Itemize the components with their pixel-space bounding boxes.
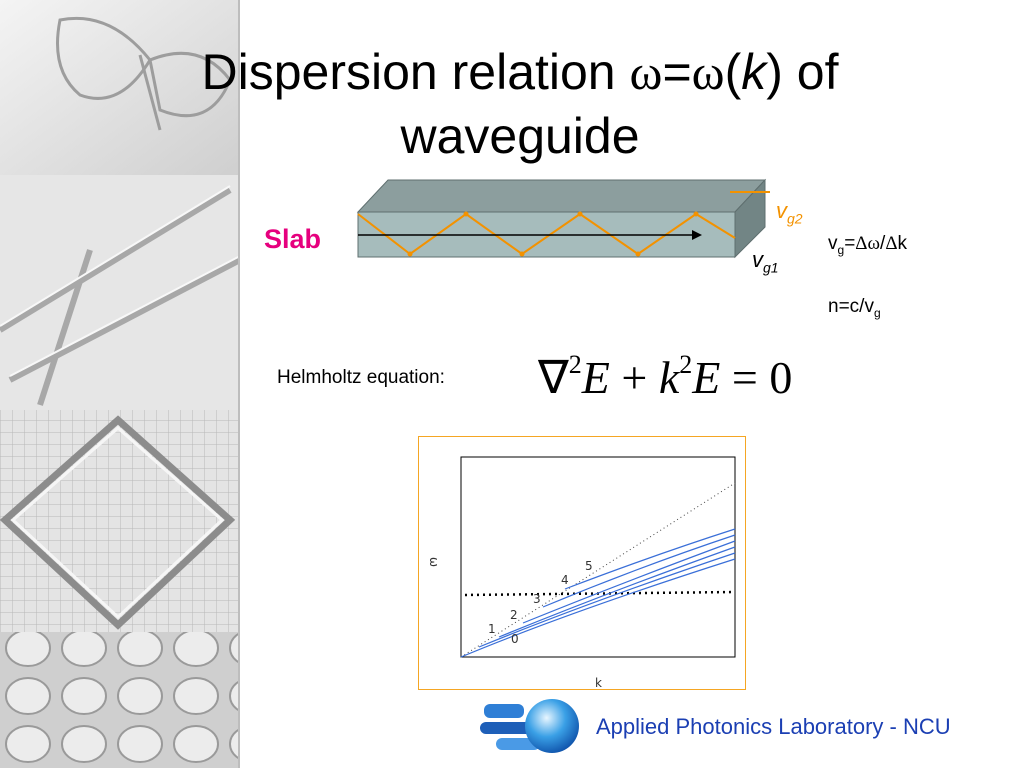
dispersion-chart: 0 12 3 4 5 ω k — [427, 456, 736, 689]
slab-top-face — [356, 179, 767, 213]
slab-waveguide-diagram — [356, 178, 770, 259]
decorative-side-strip — [0, 0, 240, 768]
lab-logo — [478, 694, 588, 761]
mode-curve-1 — [478, 552, 736, 648]
mode-label-4: 4 — [561, 573, 569, 587]
slide-title: Dispersion relation ω=ω(k) of waveguide — [140, 40, 900, 168]
plot-area — [460, 456, 736, 658]
group-velocity-equation: vg=Δω/Δk — [828, 233, 908, 257]
zigzag-ray — [357, 212, 736, 256]
helmholtz-label: Helmholtz equation: — [277, 367, 445, 388]
x-axis-label: k — [595, 676, 602, 689]
title-text: ) of — [766, 44, 839, 100]
mode-curve-2 — [498, 546, 736, 638]
mode-curve-5 — [564, 528, 736, 590]
ray-bounce-points — [407, 211, 699, 257]
vg1-label: vg1 — [752, 247, 779, 276]
mode-curve-3 — [522, 540, 736, 624]
mode-label-5: 5 — [585, 559, 593, 573]
mode-label-2: 2 — [510, 608, 518, 622]
mode-curve-4 — [542, 534, 736, 608]
butterfly-relief — [56, 16, 232, 131]
mode-curve-0 — [460, 558, 736, 658]
arrow-head — [692, 230, 702, 240]
omega-symbol: ω — [691, 44, 725, 100]
y-axis-label: ω — [427, 557, 441, 567]
mode-label-0: 0 — [511, 632, 519, 646]
equals-sign: = — [662, 44, 692, 100]
mode-label-3: 3 — [533, 592, 541, 606]
footer-lab-name: Applied Photonics Laboratory - NCU — [596, 714, 951, 739]
paren: ( — [724, 44, 742, 100]
index-equation: n=c/vg — [828, 296, 881, 320]
omega-symbol: ω — [629, 44, 663, 100]
title-line2: waveguide — [400, 108, 640, 164]
title-text: Dispersion relation — [201, 44, 630, 100]
helmholtz-equation: ∇2E + k2E = 0 — [538, 350, 793, 403]
slab-label: Slab — [264, 224, 322, 254]
mode-label-1: 1 — [488, 622, 496, 636]
k-symbol: k — [741, 44, 767, 100]
vg2-label: vg2 — [776, 198, 803, 227]
